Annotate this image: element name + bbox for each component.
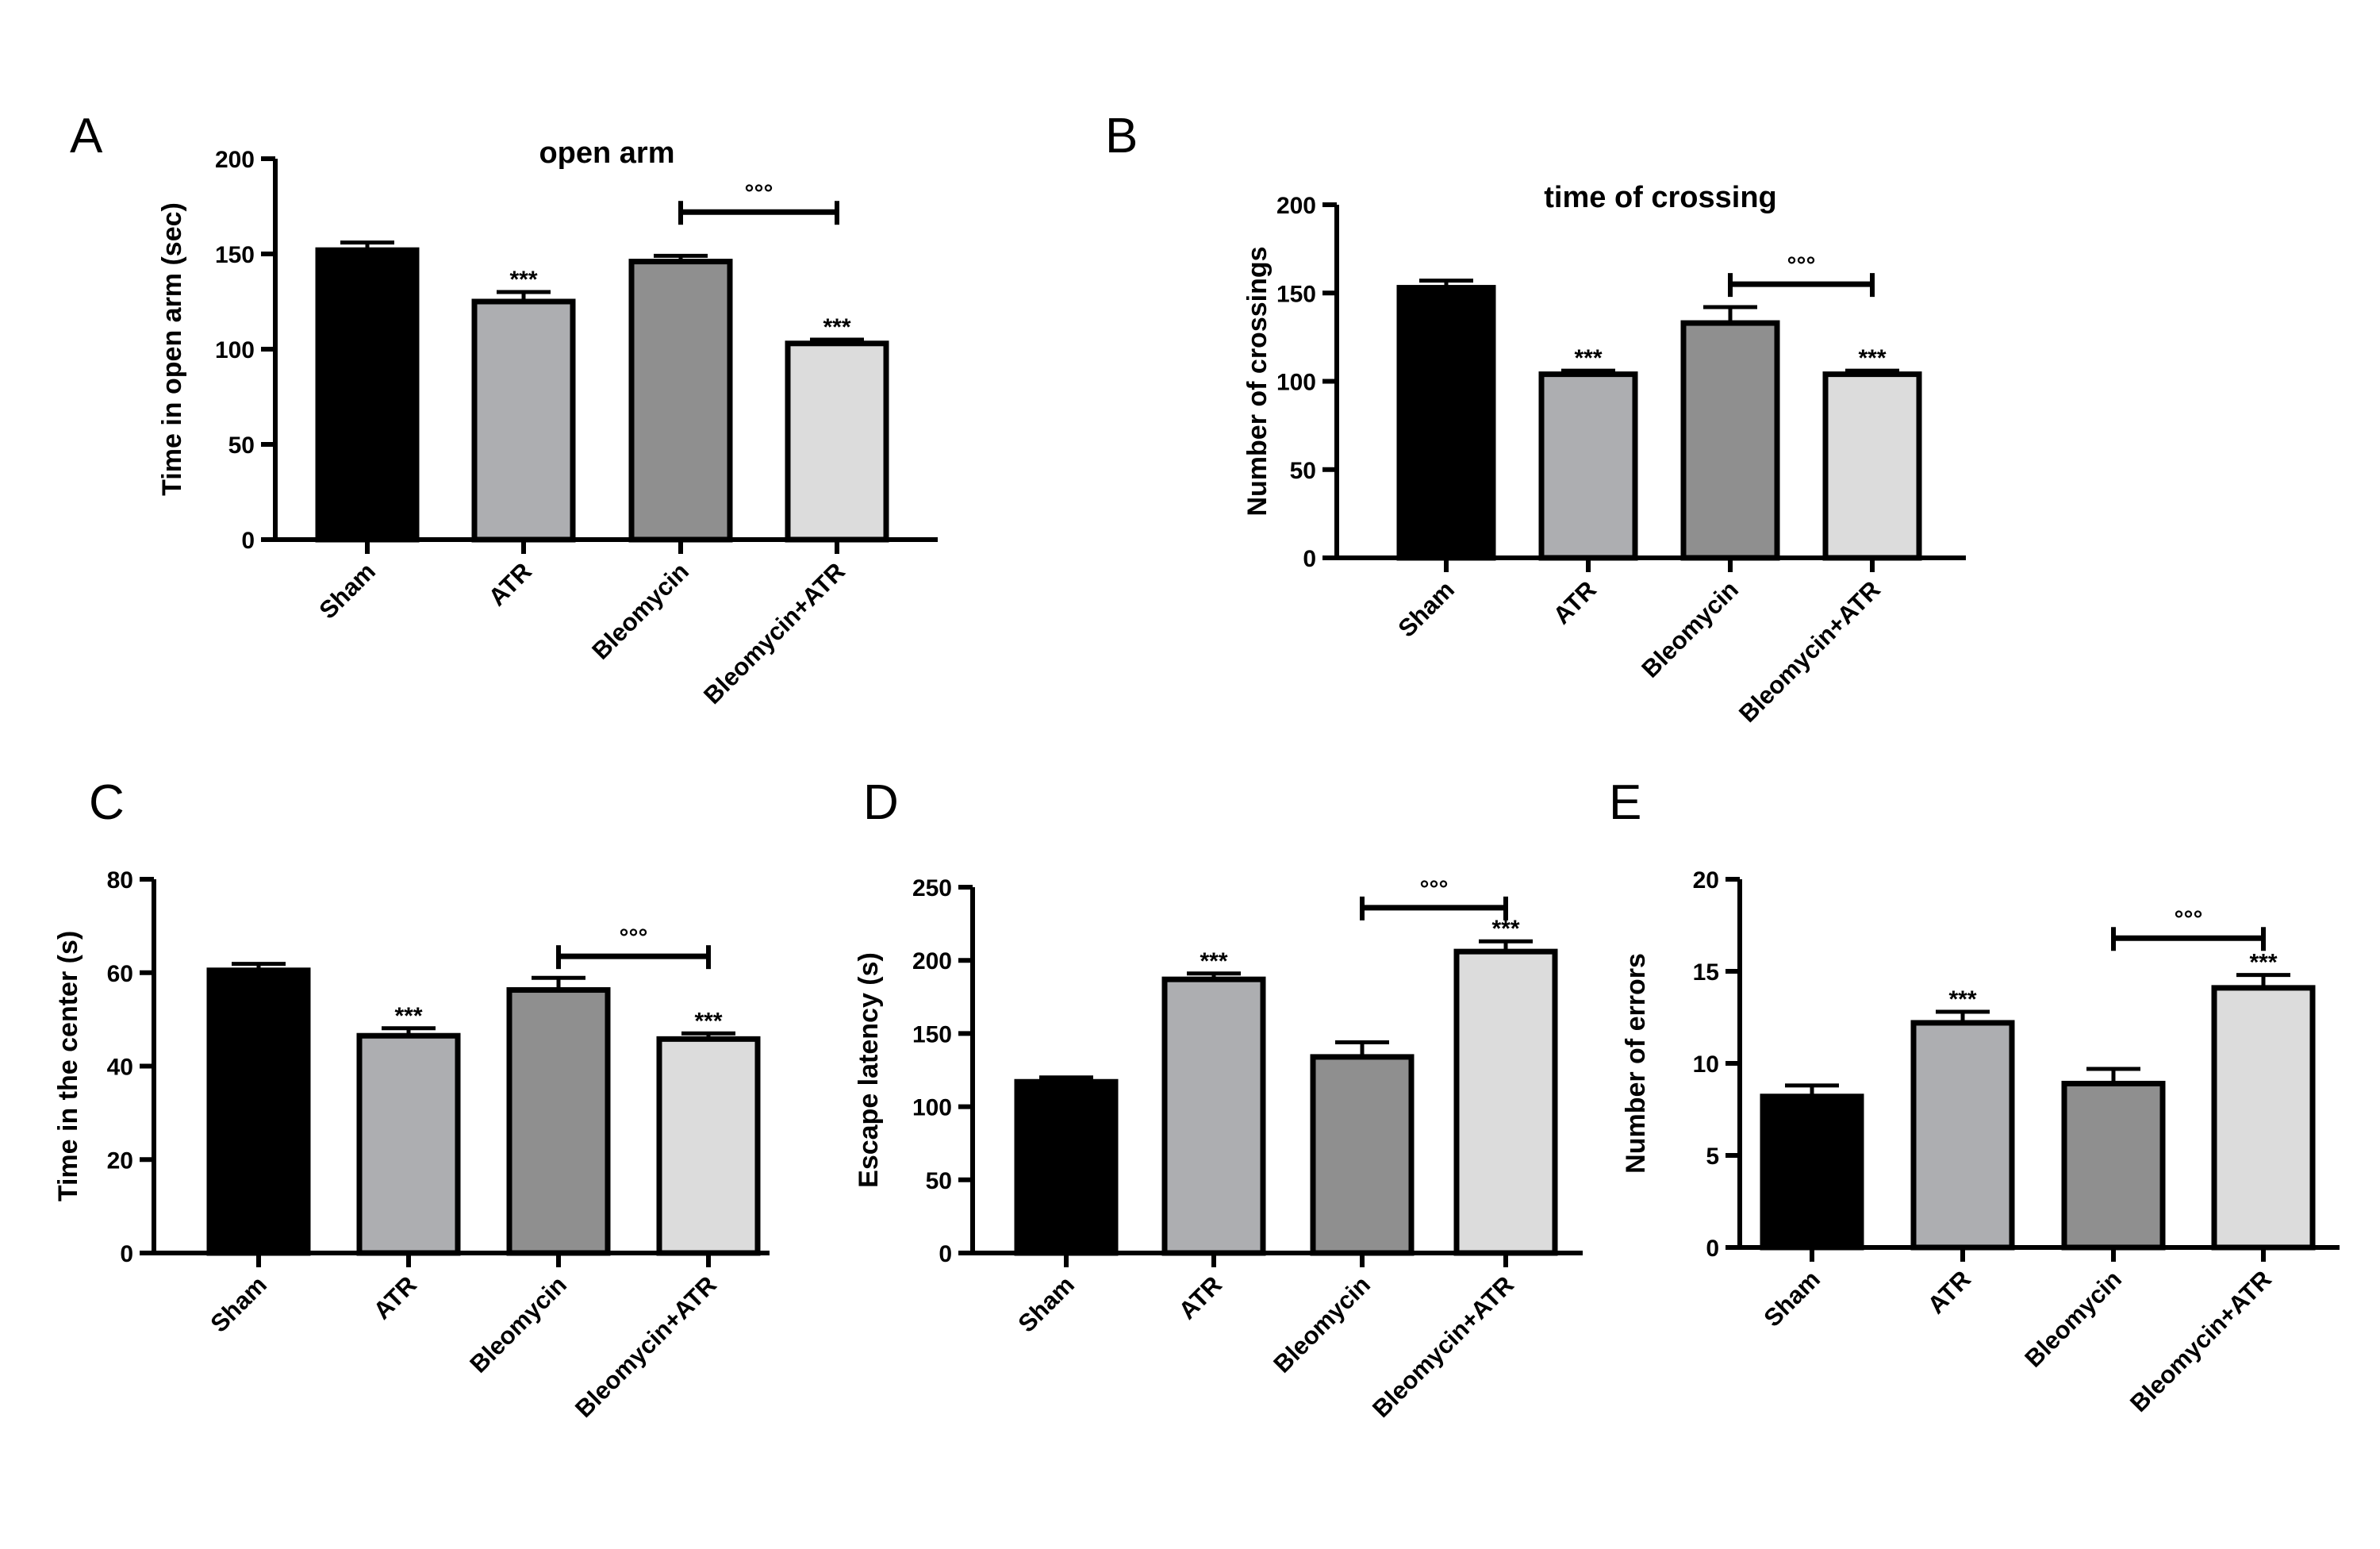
y-tick-label: 0 (939, 1241, 952, 1267)
y-tick-label: 200 (912, 948, 952, 974)
y-tick-label: 0 (120, 1241, 133, 1267)
y-tick-label: 50 (228, 432, 255, 459)
chart-title: time of crossing (1544, 181, 1777, 214)
bar-sham (206, 967, 311, 1256)
panel-letter: A (70, 109, 103, 163)
significance-label: *** (694, 1008, 722, 1034)
bar-bleomycin-atr (2211, 985, 2316, 1251)
y-tick-label: 60 (107, 961, 133, 987)
x-tick-label: Bleomycin+ATR (1733, 575, 1886, 728)
bar-atr (356, 1032, 461, 1256)
significance-label: *** (1948, 986, 1976, 1013)
x-tick-label: Bleomycin (586, 557, 694, 665)
x-tick-label: Bleomycin (464, 1270, 572, 1378)
x-tick-label: Bleomycin+ATR (2125, 1265, 2277, 1417)
bar-bleomycin-atr (785, 340, 889, 543)
y-tick-label: 50 (1290, 458, 1316, 484)
significance-label: *** (394, 1003, 422, 1029)
bar-bleomycin-atr (1822, 371, 1922, 561)
bar-bleomycin-atr (656, 1036, 761, 1256)
y-tick-label: 20 (107, 1147, 133, 1174)
y-tick-label: 100 (912, 1095, 952, 1121)
panel-c: C Time in the center (s) *** *** 0 20 40 60 80 Sh… (53, 775, 770, 1423)
bracket-label: °°° (1787, 252, 1816, 279)
y-tick-label: 200 (1276, 193, 1316, 219)
bar-atr (1538, 371, 1638, 561)
significance-label: *** (1858, 345, 1886, 371)
x-tick-label: Sham (1013, 1270, 1080, 1337)
x-tick-label: ATR (368, 1270, 422, 1324)
significance-label: *** (1574, 345, 1602, 371)
x-tick-label: Bleomycin (2019, 1265, 2127, 1373)
panel-letter: D (863, 775, 899, 830)
bracket-label: °°° (745, 180, 774, 206)
x-tick-label: ATR (1173, 1270, 1227, 1324)
bracket-label: °°° (620, 924, 648, 951)
y-tick-label: 200 (215, 147, 255, 173)
y-axis-label: Number of crossings (1242, 246, 1273, 516)
y-tick-label: 15 (1693, 959, 1719, 986)
panel-letter: C (89, 775, 125, 830)
y-tick-label: 150 (1276, 281, 1316, 307)
x-tick-label: Sham (314, 557, 381, 624)
y-tick-label: 0 (1303, 546, 1316, 572)
bar-bleomycin (1680, 320, 1780, 561)
panel-e: E Number of errors *** *** 0 5 10 15 20 Sham ATR Bl… (1609, 775, 2340, 1417)
y-tick-label: 150 (215, 242, 255, 268)
y-tick-label: 80 (107, 867, 133, 894)
y-tick-label: 150 (912, 1021, 952, 1047)
y-axis-label: Escape latency (s) (854, 952, 884, 1188)
y-tick-label: 0 (1706, 1236, 1719, 1262)
x-tick-label: ATR (1922, 1265, 1976, 1319)
x-tick-label: Bleomycin+ATR (698, 557, 850, 709)
bar-sham (1396, 285, 1496, 561)
x-tick-label: Bleomycin (1268, 1270, 1376, 1378)
y-tick-label: 20 (1693, 867, 1719, 894)
x-tick-label: Sham (1393, 575, 1460, 642)
y-axis-label: Time in the center (s) (53, 931, 83, 1201)
bracket-label: °°° (1420, 876, 1449, 902)
panel-letter: E (1609, 775, 1641, 830)
y-tick-label: 100 (1276, 370, 1316, 396)
y-axis-label: Number of errors (1621, 953, 1651, 1174)
bar-sham (315, 247, 420, 543)
bar-atr (1910, 1020, 2015, 1251)
significance-label: *** (2249, 950, 2277, 976)
x-tick-label: Bleomycin+ATR (1367, 1270, 1519, 1423)
bar-sham (1760, 1094, 1864, 1251)
x-tick-label: Bleomycin (1636, 575, 1744, 683)
panel-letter: B (1105, 109, 1138, 163)
bar-bleomycin (506, 987, 611, 1256)
bracket-label: °°° (2175, 906, 2203, 932)
significance-label: *** (509, 267, 537, 293)
bar-atr (1161, 976, 1266, 1256)
significance-label: *** (1200, 948, 1227, 974)
x-tick-label: ATR (483, 557, 537, 611)
bar-atr (471, 298, 576, 543)
bar-bleomycin (2061, 1081, 2166, 1251)
bar-bleomycin (1310, 1054, 1415, 1256)
bar-sham (1014, 1078, 1119, 1256)
y-tick-label: 5 (1706, 1143, 1719, 1170)
x-tick-label: Bleomycin+ATR (570, 1270, 722, 1423)
bar-bleomycin-atr (1453, 948, 1558, 1256)
y-axis-label: Time in open arm (sec) (157, 202, 187, 496)
x-tick-label: Sham (1759, 1265, 1825, 1332)
y-tick-label: 250 (912, 875, 952, 901)
significance-label: *** (823, 314, 850, 340)
y-tick-label: 50 (926, 1168, 952, 1194)
x-tick-label: Sham (205, 1270, 272, 1337)
chart-title: open arm (539, 136, 674, 170)
bar-bleomycin (628, 259, 733, 543)
y-tick-label: 100 (215, 337, 255, 363)
y-tick-label: 10 (1693, 1051, 1719, 1078)
x-tick-label: ATR (1548, 575, 1602, 629)
y-tick-label: 0 (241, 528, 255, 554)
y-tick-label: 40 (107, 1055, 133, 1081)
